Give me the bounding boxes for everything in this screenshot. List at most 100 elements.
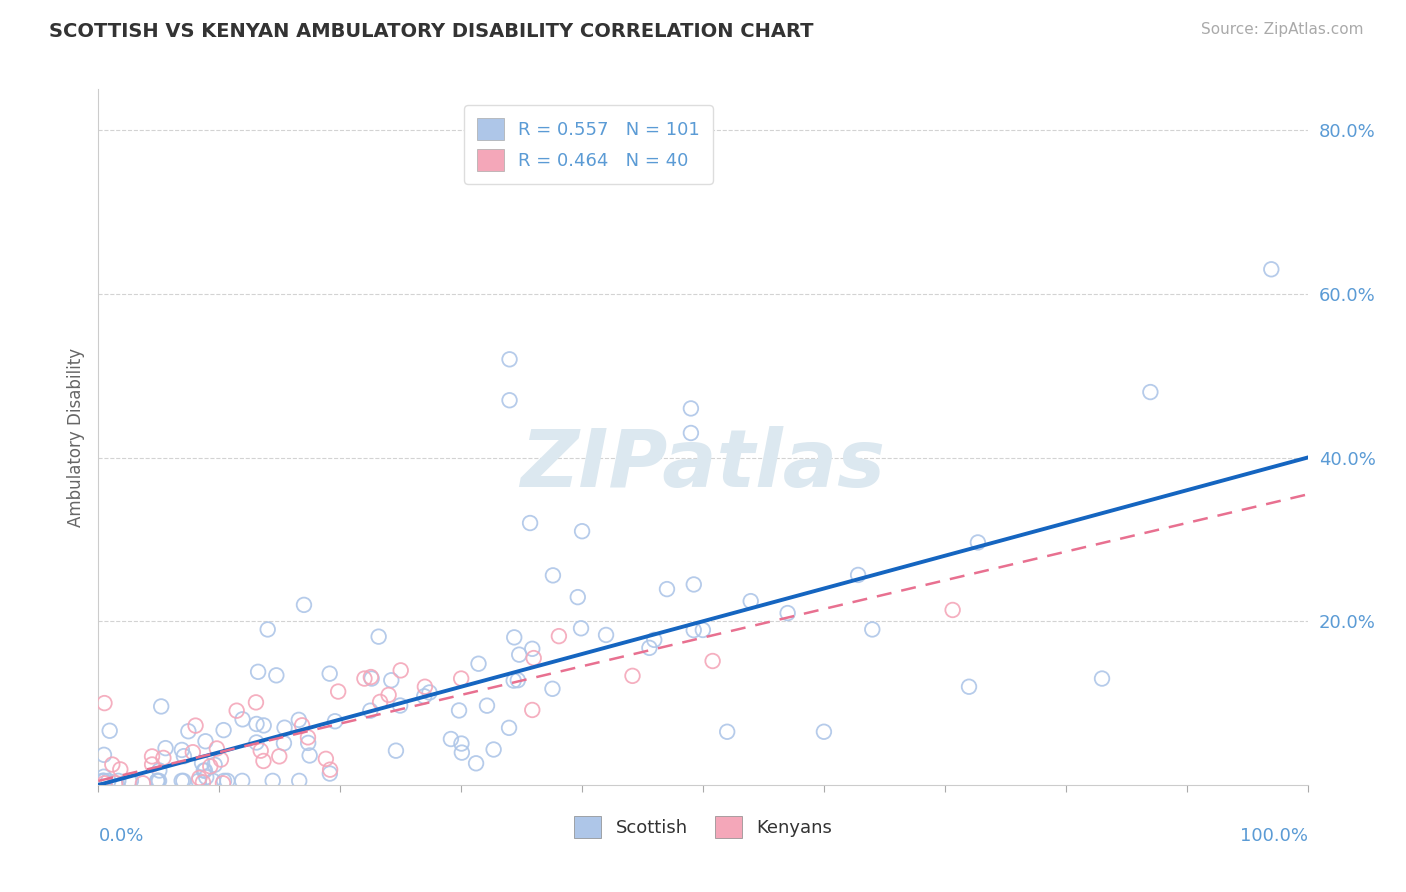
Point xyxy=(450,746,472,760)
Point xyxy=(187,773,209,788)
Point xyxy=(519,516,541,530)
Point xyxy=(93,773,115,788)
Point xyxy=(740,594,762,608)
Point xyxy=(288,713,311,727)
Point xyxy=(377,688,399,702)
Point xyxy=(191,775,214,789)
Point xyxy=(503,631,526,645)
Point xyxy=(93,776,115,790)
Point xyxy=(201,773,224,788)
Point xyxy=(548,629,571,643)
Point xyxy=(447,703,470,717)
Point xyxy=(359,704,381,718)
Point xyxy=(942,603,965,617)
Legend: Scottish, Kenyans: Scottish, Kenyans xyxy=(567,809,839,846)
Point xyxy=(328,684,350,698)
Point xyxy=(643,632,665,647)
Point xyxy=(319,763,342,777)
Point xyxy=(170,773,193,788)
Point xyxy=(498,352,520,367)
Point xyxy=(315,752,337,766)
Point xyxy=(188,771,211,785)
Point xyxy=(692,623,714,637)
Point xyxy=(191,756,214,770)
Point xyxy=(389,664,412,678)
Point xyxy=(93,696,115,710)
Point xyxy=(319,766,342,780)
Point xyxy=(184,718,207,732)
Point xyxy=(107,773,129,788)
Point xyxy=(413,690,436,704)
Point xyxy=(418,685,440,699)
Point xyxy=(569,621,592,635)
Point xyxy=(266,668,288,682)
Point xyxy=(177,724,200,739)
Point xyxy=(385,744,408,758)
Point xyxy=(193,764,215,778)
Point xyxy=(1091,672,1114,686)
Point xyxy=(682,623,704,637)
Point xyxy=(502,673,524,688)
Point xyxy=(360,670,382,684)
Point xyxy=(212,773,235,788)
Point xyxy=(292,598,315,612)
Point xyxy=(194,764,217,778)
Point xyxy=(132,776,155,790)
Point xyxy=(273,721,295,735)
Point xyxy=(367,630,389,644)
Point xyxy=(252,754,274,768)
Point xyxy=(181,745,204,759)
Point xyxy=(110,763,132,777)
Point xyxy=(93,770,115,784)
Point xyxy=(353,672,375,686)
Point xyxy=(389,698,412,713)
Point xyxy=(846,568,869,582)
Point xyxy=(323,714,346,729)
Point xyxy=(232,712,254,726)
Point xyxy=(141,757,163,772)
Point xyxy=(97,773,120,788)
Point xyxy=(195,770,218,784)
Point xyxy=(1139,385,1161,400)
Point xyxy=(595,628,617,642)
Point xyxy=(200,759,222,773)
Point xyxy=(204,757,226,772)
Point xyxy=(212,723,235,738)
Point xyxy=(498,393,520,408)
Point xyxy=(465,756,488,771)
Point xyxy=(253,718,276,732)
Point xyxy=(150,699,173,714)
Point xyxy=(967,535,990,549)
Point xyxy=(1260,262,1282,277)
Text: SCOTTISH VS KENYAN AMBULATORY DISABILITY CORRELATION CHART: SCOTTISH VS KENYAN AMBULATORY DISABILITY… xyxy=(49,22,814,41)
Point xyxy=(475,698,498,713)
Point xyxy=(655,582,678,596)
Point xyxy=(291,718,314,732)
Point xyxy=(247,665,270,679)
Text: Source: ZipAtlas.com: Source: ZipAtlas.com xyxy=(1201,22,1364,37)
Point xyxy=(813,724,835,739)
Point xyxy=(104,776,127,790)
Point xyxy=(146,773,169,788)
Point xyxy=(498,721,520,735)
Point xyxy=(245,735,267,749)
Point xyxy=(297,736,319,750)
Point xyxy=(249,744,271,758)
Point xyxy=(440,731,463,746)
Point xyxy=(256,623,278,637)
Point xyxy=(273,736,295,750)
Point xyxy=(245,717,267,731)
Point xyxy=(120,773,142,788)
Point xyxy=(297,731,319,745)
Point xyxy=(716,724,738,739)
Point xyxy=(508,648,530,662)
Point xyxy=(141,749,163,764)
Point xyxy=(318,666,340,681)
Point xyxy=(217,773,239,788)
Point xyxy=(360,672,382,686)
Point xyxy=(541,568,564,582)
Point xyxy=(173,749,195,764)
Point xyxy=(245,695,267,709)
Point xyxy=(860,623,883,637)
Point xyxy=(93,747,115,762)
